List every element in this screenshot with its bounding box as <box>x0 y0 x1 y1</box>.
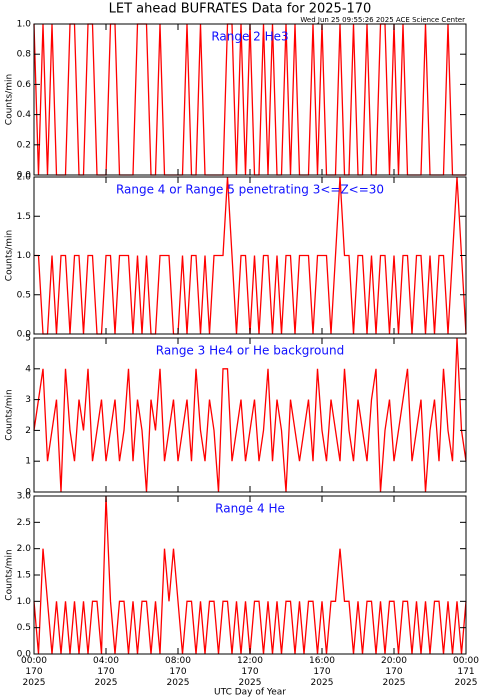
y-tick-label: 1.0 <box>17 251 32 261</box>
y-tick-label: 4 <box>25 364 31 374</box>
y-tick-label: 0.8 <box>17 50 32 60</box>
y-tick-label: 2.0 <box>17 544 32 554</box>
y-tick-label: 0.0 <box>17 650 32 660</box>
y-tick-label: 3 <box>25 395 31 405</box>
x-tick-label: 16:00 170 2025 <box>309 656 335 688</box>
chart-title: LET ahead BUFRATES Data for 2025-170 <box>109 2 372 17</box>
y-tick-label: 1 <box>25 457 31 467</box>
y-tick-label: 1.5 <box>17 571 31 581</box>
data-line <box>33 337 467 493</box>
x-tick-label: 08:00 170 2025 <box>165 656 191 688</box>
y-axis-label: Counts/min <box>5 230 15 281</box>
y-tick-label: 0.2 <box>17 140 31 150</box>
y-tick-label: 2 <box>25 426 31 436</box>
y-tick-label: 3.0 <box>17 492 32 502</box>
x-tick-label: 04:00 170 2025 <box>93 656 119 688</box>
y-tick-label: 0.0 <box>17 171 32 181</box>
x-tick-label: 00:00 170 2025 <box>21 656 47 688</box>
x-axis-label: UTC Day of Year <box>214 688 286 698</box>
y-tick-label: 2.5 <box>17 518 31 528</box>
y-axis-label: Counts/min <box>5 74 15 125</box>
y-tick-label: 1.5 <box>17 212 31 222</box>
y-tick-label: 0.6 <box>17 80 32 90</box>
panel-title: Range 4 or Range 5 penetrating 3<=Z<=30 <box>116 183 384 197</box>
y-tick-label: 1.0 <box>17 597 32 607</box>
y-axis-label: Counts/min <box>5 389 15 440</box>
x-tick-label: 12:00 170 2025 <box>237 656 263 688</box>
panel-title: Range 4 He <box>215 502 285 516</box>
y-tick-label: 0.0 <box>17 330 32 340</box>
panel-title: Range 3 He4 or He background <box>156 344 344 358</box>
y-tick-label: 5 <box>25 334 31 344</box>
y-tick-label: 1.0 <box>17 20 32 30</box>
y-tick-label: 2.0 <box>17 173 32 183</box>
y-tick-label: 0.5 <box>17 290 31 300</box>
y-tick-label: 0.4 <box>17 110 32 120</box>
y-axis-label: Counts/min <box>5 549 15 600</box>
y-tick-label: 0 <box>25 488 31 498</box>
panel-title: Range 2 He3 <box>211 30 288 44</box>
chart-subtitle: Wed Jun 25 09:55:26 2025 ACE Science Cen… <box>300 16 465 24</box>
x-tick-label: 00:00 171 2025 <box>453 656 479 688</box>
x-tick-label: 20:00 170 2025 <box>381 656 407 688</box>
y-tick-label: 0.5 <box>17 623 31 633</box>
